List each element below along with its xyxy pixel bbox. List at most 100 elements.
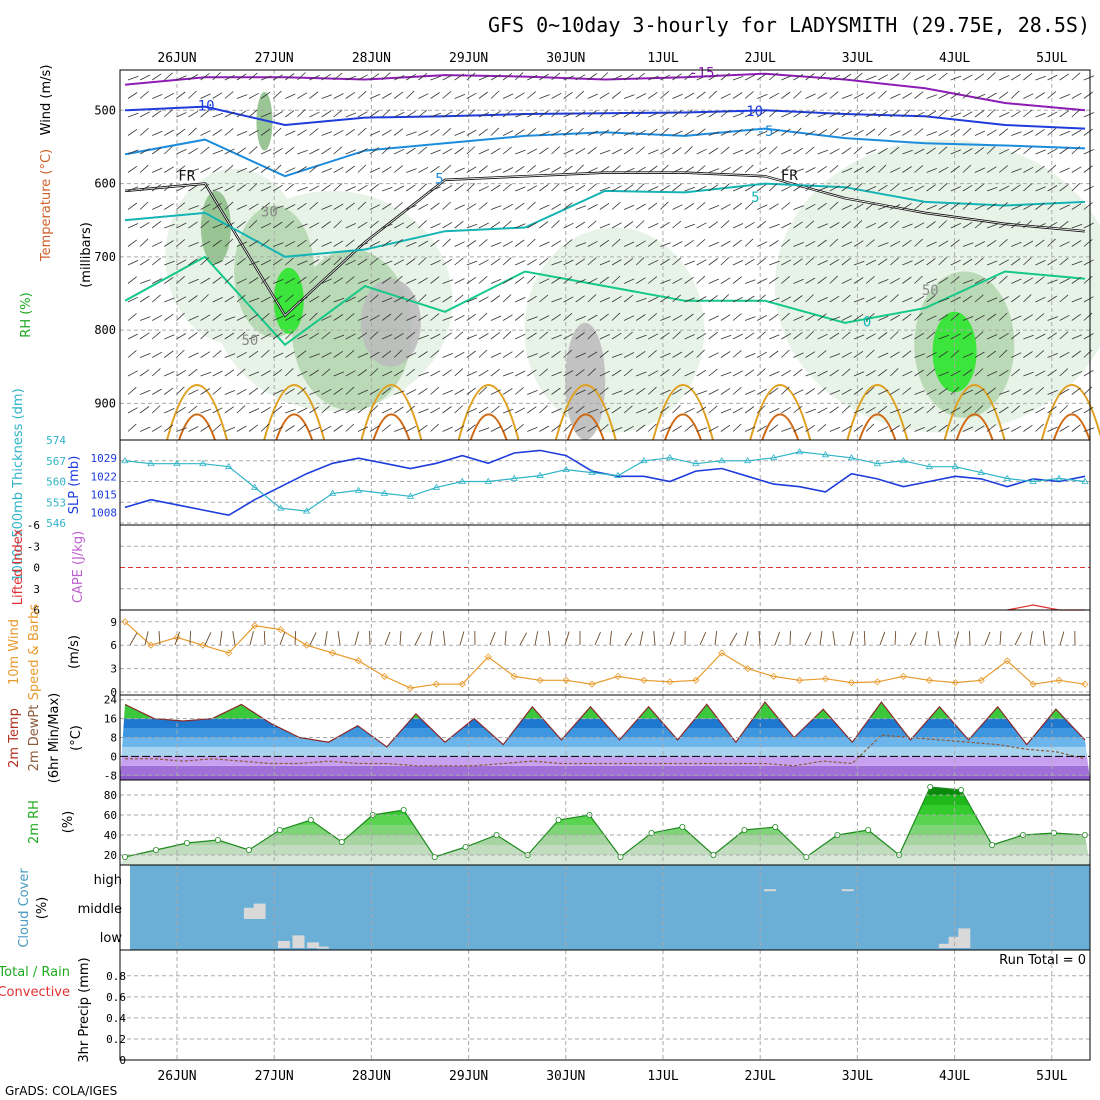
wind-barb <box>623 258 634 266</box>
wind-barb <box>684 424 694 432</box>
wind-barb <box>575 242 587 247</box>
wind-barb <box>345 423 355 432</box>
wind-barb <box>272 90 282 99</box>
wind-barb <box>684 260 695 266</box>
wind-barb <box>188 278 199 284</box>
wind-barb <box>672 241 683 247</box>
wind-barb <box>926 278 937 284</box>
wind-barb <box>406 73 416 81</box>
wind10m-barb <box>519 632 527 646</box>
wind10m-barb <box>639 631 644 646</box>
wind-barb <box>986 72 996 81</box>
wind-barb <box>769 313 779 321</box>
cloud-bar <box>307 942 320 948</box>
contour-line <box>955 413 994 441</box>
wind-barb <box>841 204 853 210</box>
wind-barb <box>430 423 439 432</box>
wind-barb <box>164 92 175 99</box>
wind-barb <box>502 257 512 266</box>
wind-barb <box>635 277 646 284</box>
wind-barb <box>248 129 259 136</box>
wind10m-barb <box>954 631 960 646</box>
wind-barb <box>514 350 524 358</box>
wind-barb <box>236 388 247 395</box>
wind-barb <box>248 260 260 266</box>
wind-barb <box>998 128 1009 136</box>
wind-barb <box>720 109 730 118</box>
rh-marker <box>555 817 562 824</box>
wind-barb <box>527 91 537 99</box>
wind-barb <box>176 185 187 192</box>
wind-barb <box>188 258 198 266</box>
wind10m-barb <box>714 631 718 646</box>
wind-barb <box>623 315 635 321</box>
wind-barb <box>406 258 416 266</box>
temp-band <box>120 775 1090 780</box>
wind-barb <box>962 369 973 377</box>
wind-barb <box>212 149 224 155</box>
wind-barb <box>551 220 560 229</box>
precip-tick: 0.4 <box>106 1012 126 1025</box>
wind-barb <box>1047 258 1058 266</box>
wind-barb <box>260 165 271 173</box>
wind-barb <box>829 275 838 284</box>
wind-barb <box>998 332 1009 340</box>
wind-barb <box>732 149 744 155</box>
wind-barb <box>478 386 488 395</box>
wind-barb <box>152 314 163 321</box>
wind-barb <box>648 91 658 99</box>
wind-barb <box>817 149 829 155</box>
wind-barb <box>309 332 320 340</box>
wind-barb <box>442 127 452 136</box>
wind-barb <box>853 220 863 229</box>
thickness-marker <box>588 468 596 476</box>
wind-barb <box>297 370 308 377</box>
wind-barb <box>418 240 429 247</box>
wind-barb <box>769 183 778 192</box>
wind-barb <box>986 92 997 99</box>
wind-barb <box>127 186 139 192</box>
wind-barb <box>151 331 161 340</box>
wind-barb <box>164 183 173 192</box>
wind-speed-marker <box>1003 657 1011 665</box>
wind-barb <box>1023 220 1032 229</box>
wind-barb <box>756 294 766 303</box>
wind-barb <box>926 315 937 321</box>
wind-barb <box>188 110 199 118</box>
wind-barb <box>236 331 246 340</box>
wind-barb <box>696 91 706 99</box>
wind-barb <box>599 166 610 173</box>
wind-barb <box>418 220 427 229</box>
wind-barb <box>708 368 718 377</box>
wind-tick: 6 <box>110 639 117 652</box>
wind-barb <box>756 257 766 266</box>
wind-barb <box>454 184 464 192</box>
wind-barb <box>781 349 790 358</box>
wind-barb <box>418 408 429 414</box>
contour-line <box>1040 384 1100 441</box>
wind-barb <box>841 94 853 99</box>
wind-barb <box>212 223 223 229</box>
wind10m-barb <box>489 631 496 646</box>
wind-barb <box>164 223 175 229</box>
wind-barb <box>841 351 852 358</box>
wind-barb <box>841 257 851 266</box>
wind-barb <box>890 130 901 136</box>
date-label-top: 28JUN <box>352 51 391 66</box>
wind-barb <box>890 314 901 321</box>
wind-barb <box>200 388 211 395</box>
wind-barb <box>1059 204 1070 210</box>
wind-barb <box>406 147 416 155</box>
wind-barb <box>285 408 296 414</box>
wind-barb <box>297 239 307 247</box>
wind-barb <box>1011 368 1021 377</box>
wind-barb <box>418 351 428 358</box>
wind-barb <box>902 407 913 414</box>
wind-barb <box>224 275 233 284</box>
rh-marker <box>803 854 810 861</box>
wind-barb <box>188 90 197 99</box>
pressure-tick: 700 <box>94 250 116 264</box>
wind-barb <box>1035 239 1045 247</box>
wind-barb <box>285 368 294 377</box>
